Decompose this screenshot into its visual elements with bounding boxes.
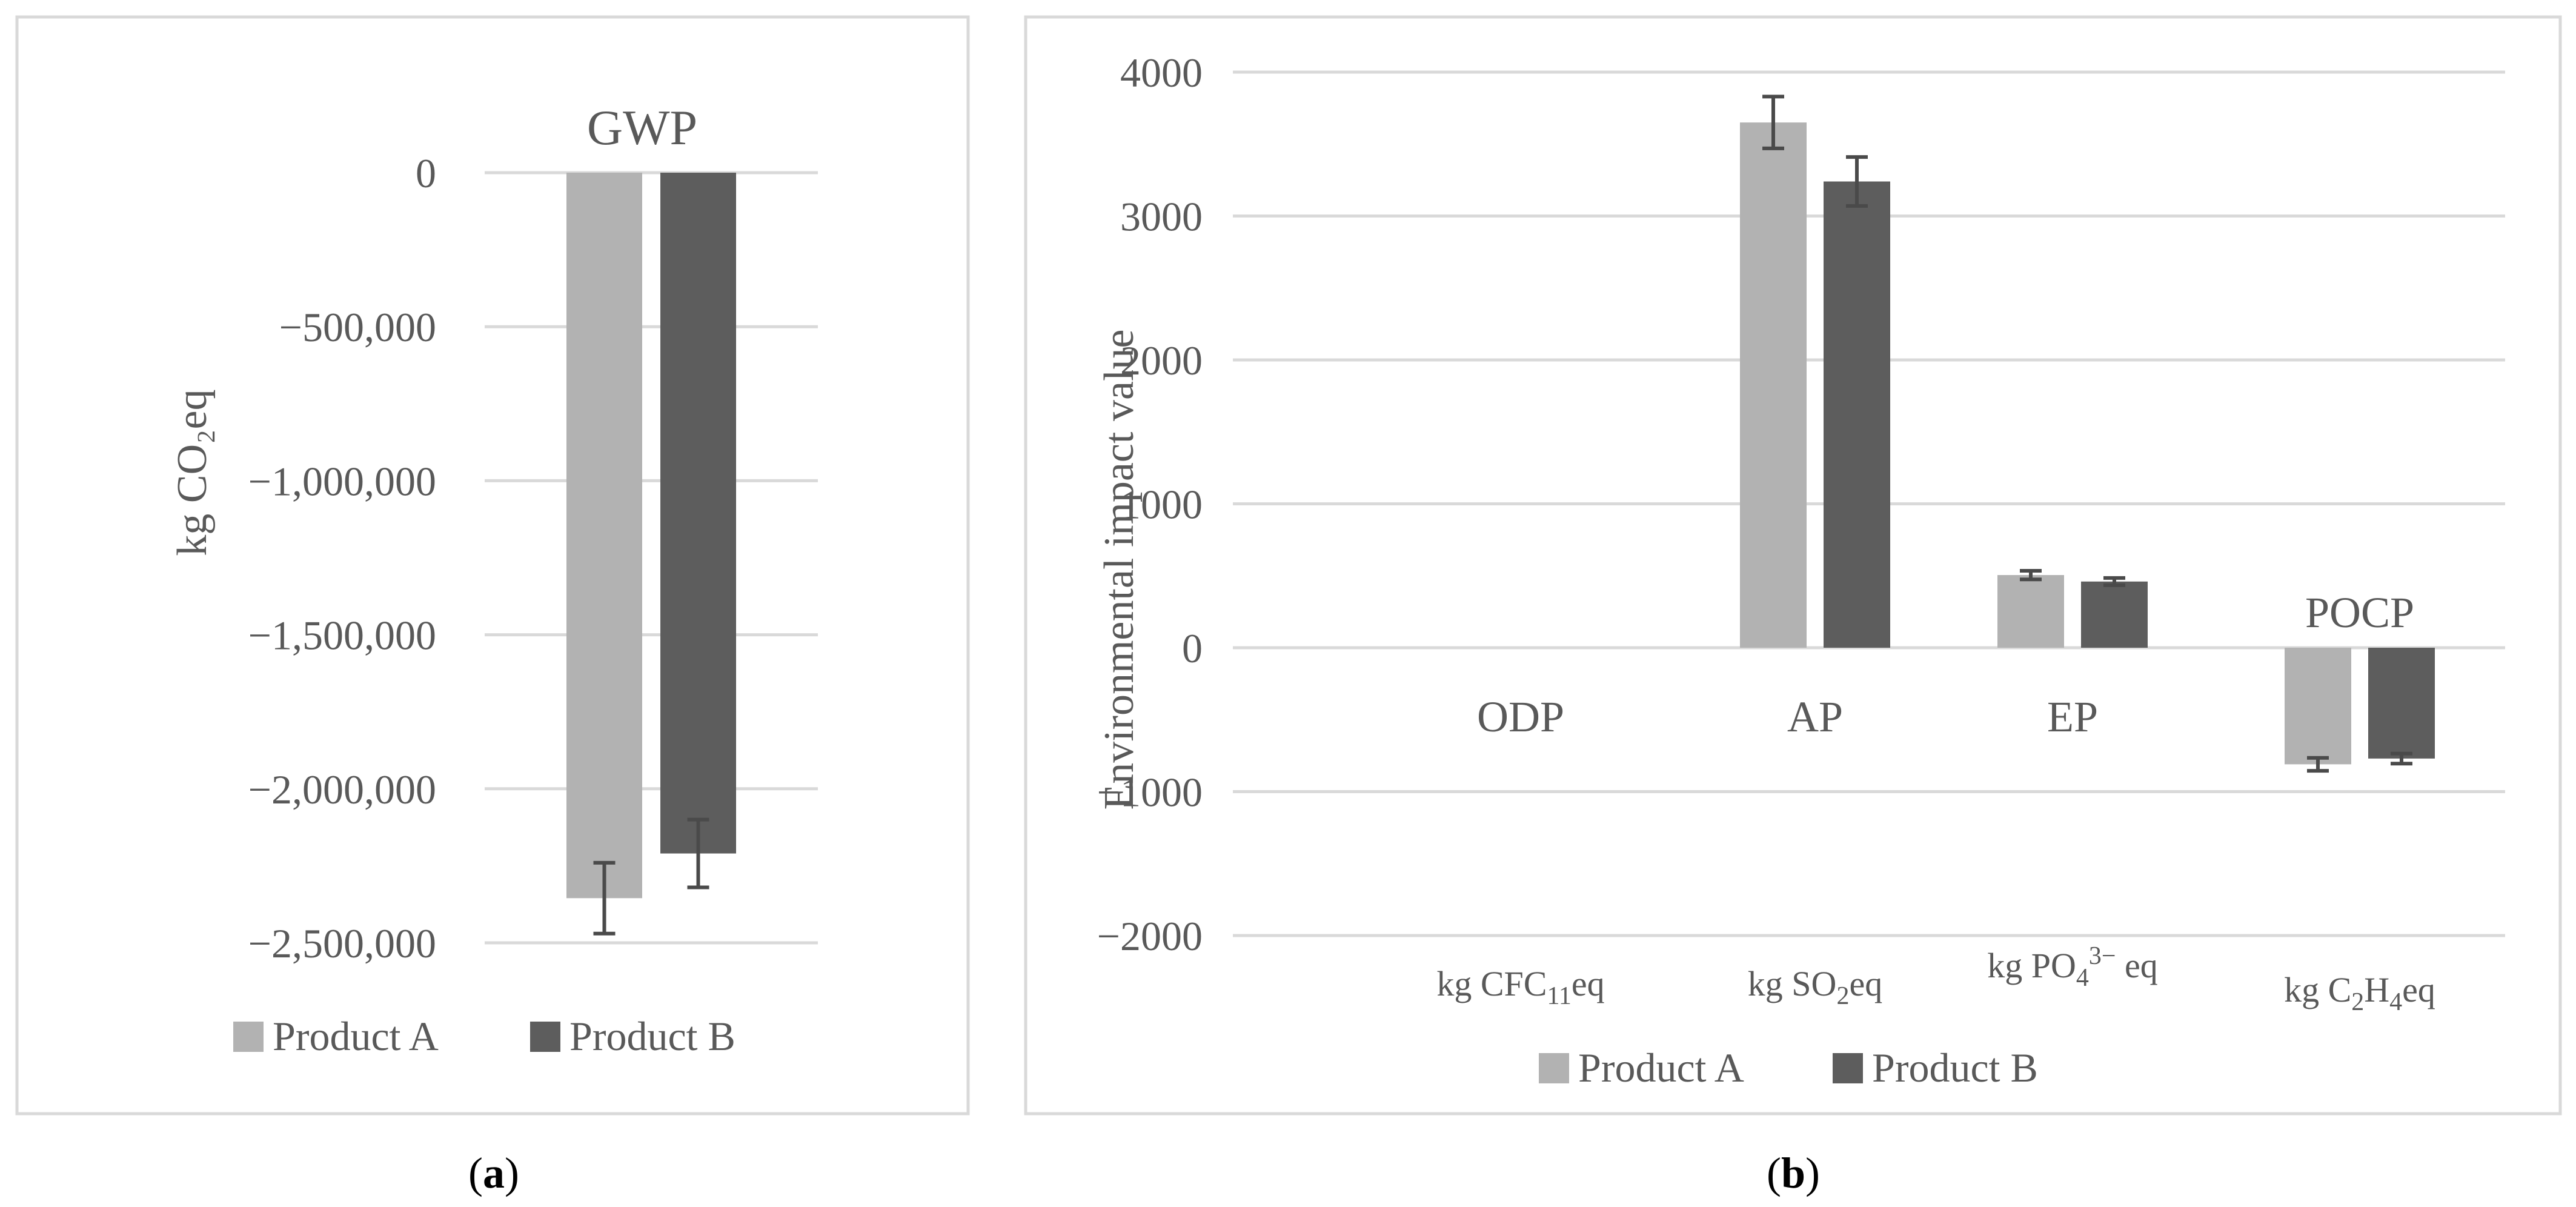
panel-b-caption-letter: b [1781,1149,1805,1197]
panel-a-category-label: GWP [587,100,697,155]
category-label-pocp: POCP [2305,588,2414,637]
y-tick-label: 1000 [1120,482,1203,528]
panel-b-bars [1740,122,2435,765]
panel-a: 0 −500,000 −1,000,000 −1,500,000 −2,000,000 −… [15,15,970,1116]
panel-a-caption: (a) [468,1149,519,1197]
y-tick-label: −2,500,000 [248,920,436,966]
y-tick-label: −2000 [1097,913,1203,959]
y-tick-label: −500,000 [279,304,436,350]
legend-label-product-b: Product B [1872,1045,2038,1091]
unit-label-odp: kg CFC11eq [1436,964,1604,1010]
panel-a-caption-letter: a [483,1149,505,1197]
legend-swatch-product-a [233,1022,264,1052]
bar-product-b-gwp [660,173,736,854]
y-tick-label: −1000 [1097,770,1203,816]
bar-product-a-ap [1740,122,1807,648]
panel-b-y-tick-labels: 4000 3000 2000 1000 0 −1000 −2000 [1097,50,1203,959]
bar-product-b-ap [1824,181,1890,648]
y-tick-label: −1,000,000 [248,458,436,504]
panel-a-y-tick-labels: 0 −500,000 −1,000,000 −1,500,000 −2,000,000 −… [248,150,436,966]
category-label-odp: ODP [1477,693,1564,741]
legend-swatch-product-a [1539,1053,1569,1083]
y-tick-label: 2000 [1120,337,1203,384]
panel-a-bars [566,173,736,899]
legend-label-product-b: Product B [569,1013,735,1059]
panel-b-category-labels: ODP AP EP POCP [1477,588,2414,741]
legend-label-product-a: Product A [273,1013,439,1059]
unit-label-ap: kg SO2eq [1748,964,1882,1010]
panel-b-legend: Product A Product B [1539,1045,2038,1091]
category-label-ep: EP [2047,693,2098,741]
panel-a-y-axis-label: kg CO₂eq [169,389,216,556]
y-tick-label: 0 [416,150,436,196]
legend-swatch-product-b [1833,1053,1863,1083]
y-tick-label: −2,000,000 [248,766,436,813]
panel-a-error-bars [593,817,709,936]
bar-product-a-pocp [2285,648,2351,765]
unit-label-pocp: kg C2H4eq [2284,970,2435,1016]
bar-product-b-pocp [2368,648,2435,759]
panel-b-caption: (b) [1767,1149,1820,1197]
y-tick-label: 3000 [1120,194,1203,240]
category-label-ap: AP [1787,693,1843,741]
panel-a-gridlines [485,171,818,945]
panel-b-error-bars [1762,95,2412,773]
y-tick-label: 4000 [1120,50,1203,96]
panel-a-legend: Product A Product B [233,1013,735,1059]
bar-product-a-ep [1997,575,2064,648]
panel-b-unit-labels: kg CFC11eq kg SO2eq kg PO43− eq kg C2H4eq [1436,942,2435,1016]
bar-product-a-gwp [566,173,642,899]
panel-b-y-axis-label: Environmental impact value [1096,329,1143,810]
y-tick-label: 0 [1182,625,1203,671]
legend-swatch-product-b [530,1022,560,1052]
legend-label-product-a: Product A [1578,1045,1744,1091]
panel-a-frame [15,15,970,1116]
y-tick-label: −1,500,000 [248,613,436,659]
unit-label-ep: kg PO43− eq [1987,942,2158,992]
bar-product-b-ep [2081,581,2148,648]
